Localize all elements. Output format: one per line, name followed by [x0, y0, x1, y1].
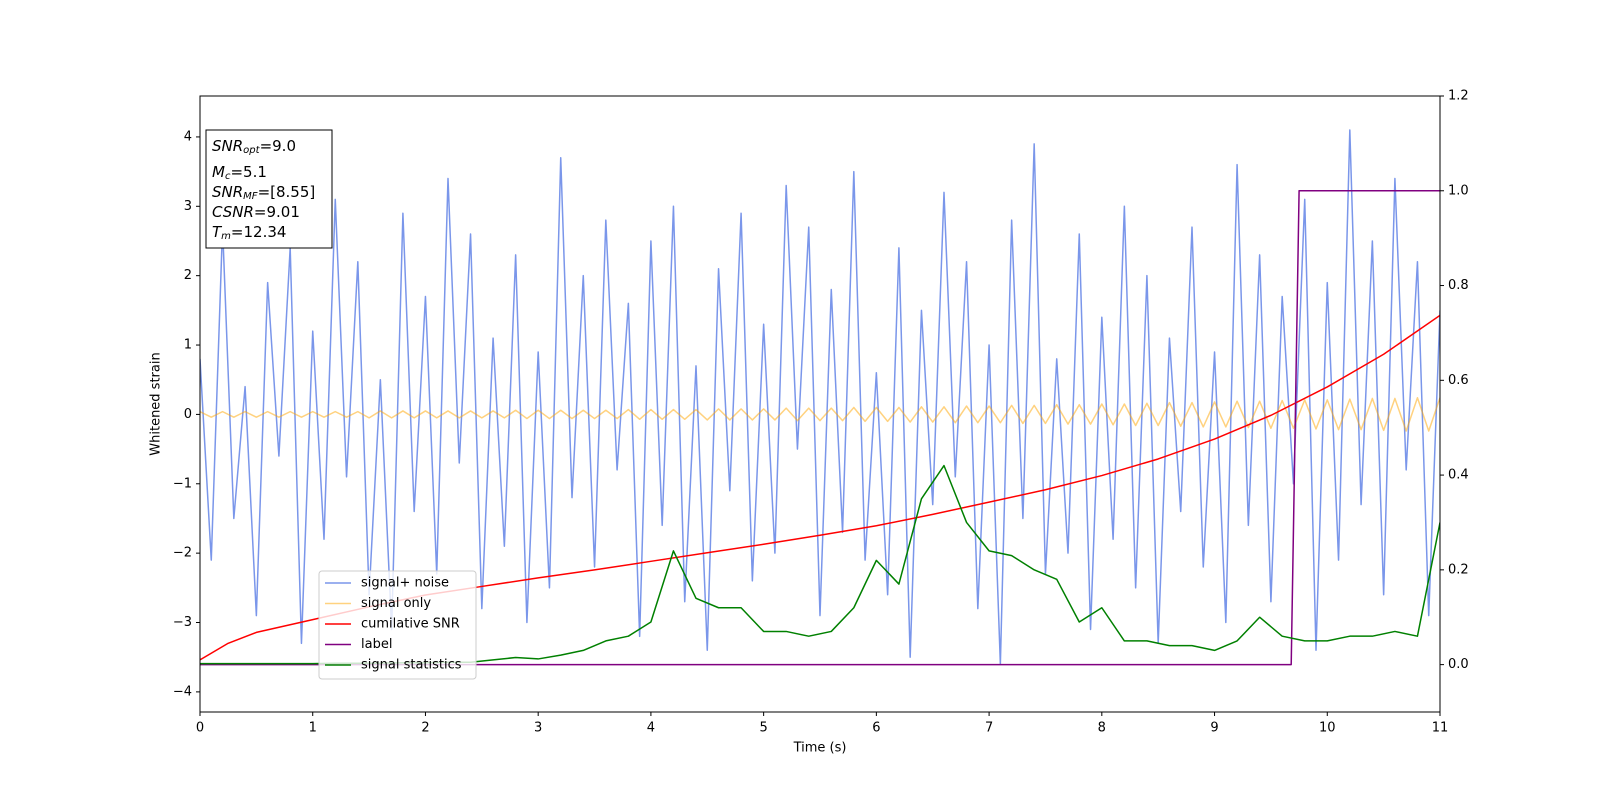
annotation-line: SNRopt=9.0 [212, 137, 296, 157]
annotation-sub: m [221, 231, 231, 242]
series-line [200, 129, 1440, 665]
x-tick-label: 7 [985, 721, 993, 736]
y-tick-label: 0 [184, 407, 192, 422]
annotation-line: Tm=12.34 [212, 223, 286, 243]
x-tick-label: 9 [1210, 721, 1218, 736]
y-tick-label: 2 [184, 268, 192, 283]
annotation-line: SNRMF=[8.55] [212, 183, 315, 203]
annotation-rest: =5.1 [230, 163, 266, 181]
y2-tick-label: 0.0 [1448, 657, 1469, 672]
x-tick-label: 6 [872, 721, 880, 736]
legend-label: signal+ noise [361, 576, 449, 591]
annotation-sub: c [225, 171, 231, 182]
annotation-main: T [212, 223, 223, 241]
legend-label: cumilative SNR [361, 617, 460, 632]
y2-tick-label: 0.4 [1448, 468, 1469, 483]
y2-tick-label: 1.2 [1448, 89, 1469, 104]
annotation-rest: =[8.55] [258, 183, 316, 201]
annotation-sub: opt [243, 145, 260, 156]
y-tick-label: 4 [184, 129, 192, 144]
legend-label: signal only [361, 596, 431, 611]
annotation-rest: =12.34 [231, 223, 287, 241]
y-tick-label: −2 [173, 546, 192, 561]
y2-tick-label: 0.2 [1448, 562, 1469, 577]
x-tick-label: 8 [1098, 721, 1106, 736]
annotation-rest: =9.01 [254, 203, 300, 221]
legend-box [318, 570, 477, 680]
annotation-main: SNR [212, 137, 243, 155]
annotation-box [205, 129, 333, 249]
annotation-main: CSNR [212, 203, 254, 221]
y-tick-label: −3 [173, 615, 192, 630]
annotation-main: M [212, 163, 225, 181]
x-axis-label: Time (s) [793, 741, 847, 756]
x-tick-label: 10 [1319, 721, 1336, 736]
y-axis-label: Whitened strain [149, 352, 164, 455]
x-tick-label: 5 [759, 721, 767, 736]
y2-tick-label: 0.8 [1448, 278, 1469, 293]
x-tick-label: 0 [196, 721, 204, 736]
x-tick-label: 1 [309, 721, 317, 736]
annotation-rest: =9.0 [260, 137, 296, 155]
annotation-sub: MF [243, 191, 258, 202]
axes-frame [199, 95, 1441, 713]
annotation-line: Mc=5.1 [212, 163, 267, 183]
y-tick-label: −1 [173, 476, 192, 491]
series-line [200, 397, 1440, 432]
x-tick-label: 11 [1432, 721, 1449, 736]
x-tick-label: 4 [647, 721, 655, 736]
y-tick-label: −4 [173, 684, 192, 699]
annotation-main: SNR [212, 183, 243, 201]
legend-label: signal statistics [361, 658, 462, 673]
legend-label: label [361, 637, 392, 652]
y2-tick-label: 0.6 [1448, 373, 1469, 388]
x-tick-label: 3 [534, 721, 542, 736]
y-tick-label: 1 [184, 338, 192, 353]
annotation-line: CSNR=9.01 [212, 203, 300, 221]
series-line [200, 190, 1440, 666]
y-tick-label: 3 [184, 199, 192, 214]
x-tick-label: 2 [421, 721, 429, 736]
y2-tick-label: 1.0 [1448, 183, 1469, 198]
